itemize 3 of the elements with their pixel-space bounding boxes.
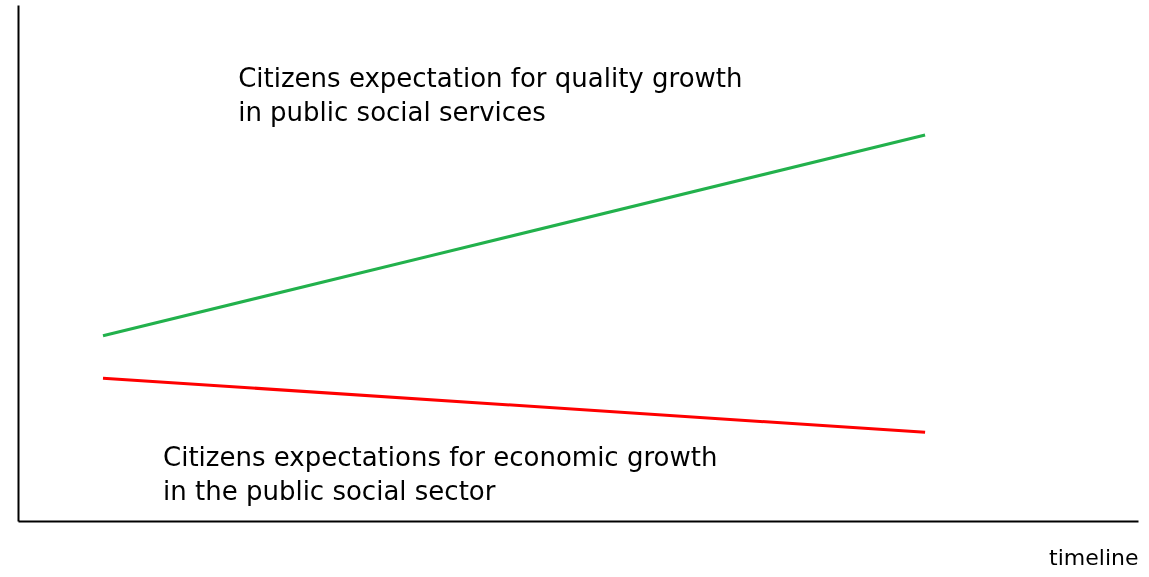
series-label: Citizens expectations for economic growth in the public social sector bbox=[163, 441, 718, 506]
x-axis-title: timeline bbox=[1049, 544, 1139, 570]
series-label: Citizens expectation for quality growth in public social services bbox=[238, 62, 743, 127]
